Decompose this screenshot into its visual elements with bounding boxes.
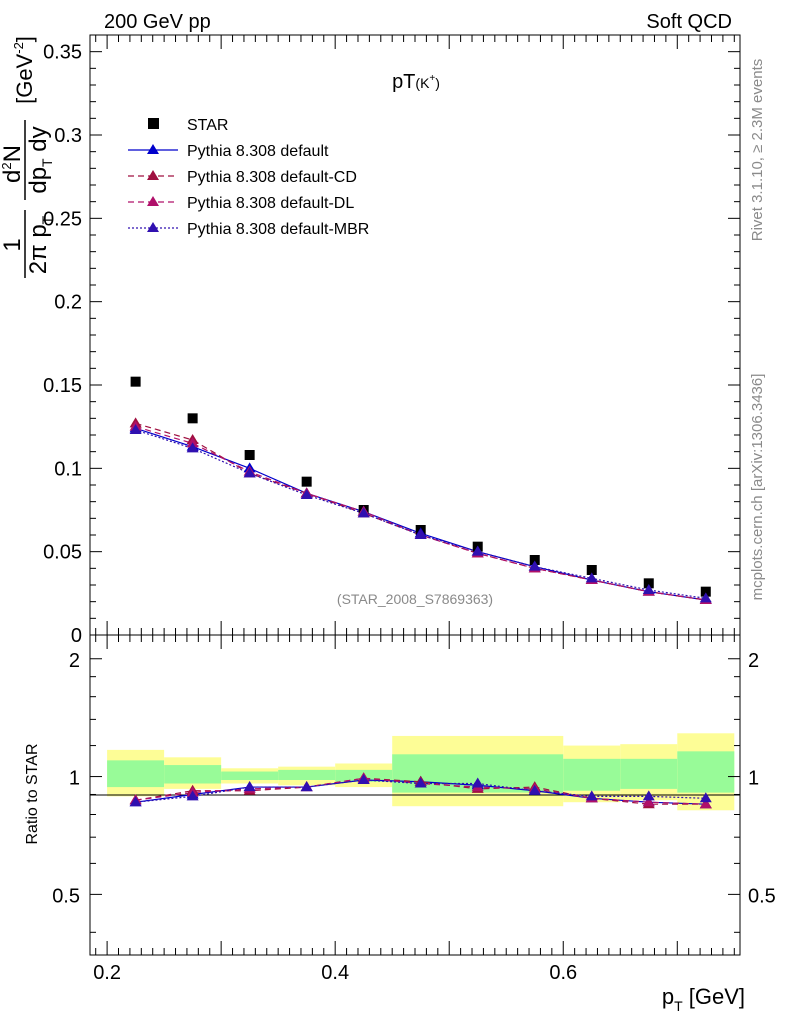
legend-label: Pythia 8.308 default-DL — [187, 195, 354, 212]
ratio-y-tick-labels: 0.5 0.5 1 1 2 2 — [52, 650, 776, 908]
legend-label: STAR — [187, 117, 228, 134]
series-line — [135, 429, 706, 599]
main-panel-ticks — [90, 34, 740, 636]
ratio-line — [135, 777, 706, 805]
ratio-y-tick-label: 2 — [69, 650, 80, 672]
header-right: Soft QCD — [646, 11, 732, 33]
legend-label: Pythia 8.308 default-MBR — [187, 221, 369, 238]
x-tick-label: 0.2 — [93, 962, 121, 984]
legend-marker — [147, 196, 159, 206]
band-stat — [620, 758, 678, 789]
data-point — [244, 450, 255, 460]
ratio-line — [135, 779, 706, 803]
data-point — [643, 578, 654, 589]
mc-marker — [699, 592, 712, 603]
y-tick-label: 0.25 — [43, 208, 82, 230]
mc-marker — [642, 584, 655, 594]
y-tick-label: 0.3 — [54, 125, 82, 147]
y-axis-label: 1 2π pT d2N dpT dy [GeV-2] — [0, 36, 55, 278]
series-line — [135, 422, 706, 601]
mc-marker — [129, 424, 142, 434]
main-panel: 0 0.05 0.1 0.15 0.2 0.25 0.3 0.35 (STAR_2008_S7… — [43, 34, 741, 647]
ratio-series-layer — [129, 772, 712, 809]
mc-marker — [528, 560, 541, 571]
ratio-marker — [642, 790, 655, 801]
ratio-y-tick-label-right: 0.5 — [748, 885, 776, 907]
mc-marker — [186, 442, 199, 453]
ratio-y-label: Ratio to STAR — [24, 743, 41, 844]
legend-marker — [147, 222, 159, 232]
band-stat — [221, 771, 279, 780]
ratio-y-tick-label: 1 — [69, 768, 80, 790]
ratio-panel: 0.5 0.5 1 1 2 2 0.2 0.4 0.6 Ratio to STAR pT [G… — [24, 634, 776, 1014]
legend: STAR Pythia 8.308 default Pythia 8.308 def… — [128, 117, 369, 238]
mc-marker — [243, 467, 256, 478]
legend-label: Pythia 8.308 default — [187, 143, 329, 160]
y-label-one: 1 — [0, 238, 26, 251]
y-tick-label: 0.15 — [43, 375, 82, 397]
legend-label: Pythia 8.308 default-CD — [187, 169, 357, 186]
series-line — [135, 426, 706, 601]
band-stat — [563, 758, 621, 791]
rivet-label: Rivet 3.1.10, ≥ 2.3M events — [749, 59, 766, 242]
ratio-marker — [243, 781, 256, 792]
ratio-panel-ticks — [90, 635, 740, 955]
ratio-marker — [414, 777, 427, 788]
data-point — [301, 476, 312, 487]
y-tick-label: 0.35 — [43, 42, 82, 64]
y-tick-label: 0.05 — [43, 542, 82, 564]
legend-marker — [147, 170, 159, 180]
ratio-marker — [642, 796, 655, 807]
y-tick-label: 0.2 — [54, 292, 82, 314]
main-y-tick-labels: 0 0.05 0.1 0.15 0.2 0.25 0.3 0.35 — [43, 42, 82, 647]
ratio-marker — [699, 798, 712, 809]
mcplots-label: mcplots.cern.ch [arXiv:1306.3436] — [749, 374, 766, 601]
header-left: 200 GeV pp — [104, 11, 211, 33]
y-tick-label: 0 — [71, 625, 82, 647]
y-label-two-pi-pt: 2π pT — [25, 215, 55, 274]
ratio-marker — [300, 781, 313, 792]
mc-marker — [585, 572, 598, 583]
data-point — [586, 565, 597, 575]
legend-swatch — [148, 118, 159, 129]
y-label-dpt-dy: dpT dy — [25, 126, 55, 193]
ratio-marker — [528, 784, 541, 795]
y-label-unit: [GeV-2] — [11, 36, 37, 104]
data-point — [700, 586, 711, 597]
series-line — [135, 427, 706, 601]
band-stat — [164, 765, 222, 784]
ratio-line — [135, 777, 706, 805]
ratio-y-tick-label: 0.5 — [52, 885, 80, 907]
data-point — [130, 376, 141, 387]
ratio-marker — [186, 790, 199, 801]
data-point — [187, 413, 198, 424]
band-stat — [677, 751, 735, 793]
y-label-d2n: d2N — [0, 145, 26, 183]
x-tick-label: 0.4 — [321, 962, 349, 984]
band-stat — [278, 769, 336, 780]
main-series-layer — [129, 376, 712, 604]
ratio-y-tick-label-right: 1 — [748, 768, 759, 790]
x-axis-label: pT [GeV] — [662, 984, 745, 1014]
mc-marker — [471, 545, 484, 556]
x-tick-label: 0.6 — [549, 962, 577, 984]
ratio-y-tick-label-right: 2 — [748, 650, 759, 672]
legend-marker — [147, 144, 159, 154]
ratio-marker — [585, 790, 598, 801]
ratio-marker — [699, 792, 712, 803]
analysis-watermark: (STAR_2008_S7869363) — [337, 591, 493, 607]
uncertainty-bands — [107, 733, 735, 811]
band-stat — [107, 760, 165, 788]
plot-title: pT(K+) — [392, 71, 440, 93]
ratio-marker — [129, 796, 142, 807]
mc-marker — [357, 507, 370, 518]
mc-marker — [300, 489, 313, 499]
ratio-marker — [471, 777, 484, 788]
y-tick-label: 0.1 — [54, 458, 82, 480]
data-point — [529, 555, 540, 565]
mc-marker — [414, 529, 427, 539]
x-tick-labels: 0.2 0.4 0.6 — [93, 962, 577, 984]
ratio-marker — [357, 773, 370, 784]
